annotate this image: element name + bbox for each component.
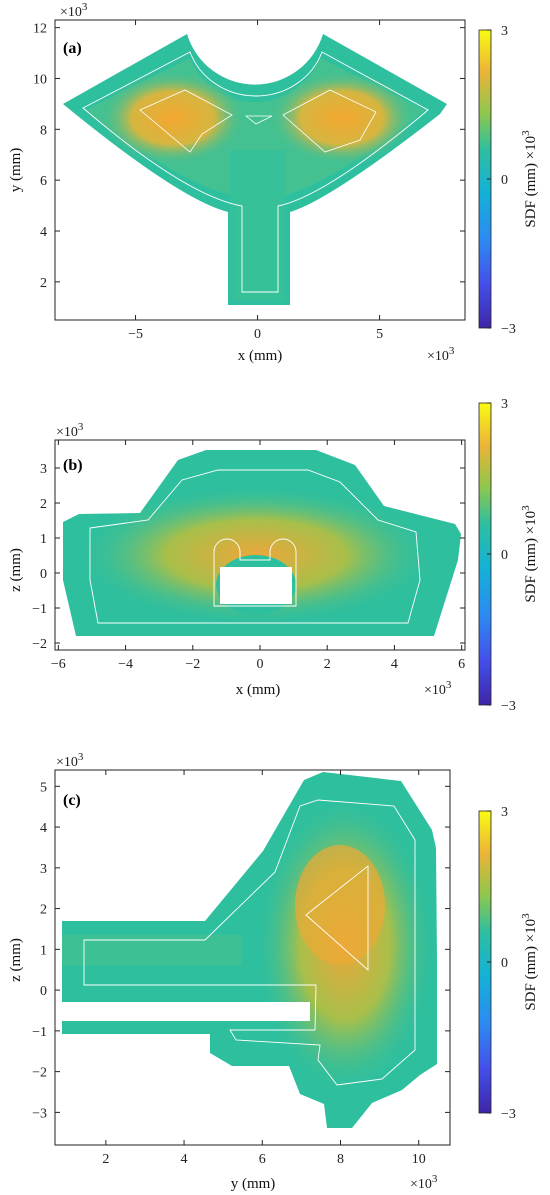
x-tick-label: 6	[458, 657, 465, 672]
colorbar-tick-label: −3	[501, 1107, 516, 1122]
y-tick-label: 12	[33, 22, 47, 37]
panel-b-xlabel: x (mm)	[236, 682, 281, 698]
panel-b-y-multiplier: ×103	[56, 421, 84, 440]
panel-a-inner-contour-left	[139, 89, 233, 153]
panel-b-ylabel: z (mm)	[8, 548, 24, 592]
x-tick-label: 10	[412, 1152, 426, 1167]
panel-c-x-multiplier: ×103	[410, 1173, 438, 1192]
y-tick-label: 6	[40, 174, 47, 189]
x-tick-label: 5	[376, 327, 383, 342]
panel-a-axes-box	[54, 19, 466, 321]
panel-c-axes-box	[54, 769, 451, 1146]
x-tick-label: 6	[259, 1152, 266, 1167]
y-tick-label: 0	[40, 984, 47, 999]
x-tick-label: 2	[102, 1152, 109, 1167]
colorbar-tick-label: −3	[501, 322, 516, 337]
panel-b-hole-contour	[213, 538, 297, 607]
y-tick-label: 2	[40, 497, 47, 512]
y-tick-label: 2	[40, 276, 47, 291]
x-tick-label: 4	[181, 1152, 188, 1167]
y-tick-label: 2	[40, 903, 47, 918]
panel-a-y-multiplier: ×103	[60, 1, 88, 20]
panel-b-x-multiplier: ×103	[424, 679, 452, 698]
panel-a-field	[63, 34, 447, 305]
y-tick-label: 10	[33, 72, 47, 87]
panel-a: −5 0 5 2 4 6 8 10 12 (a) x (mm) y (mm) ×103 ×103	[8, 1, 466, 364]
panel-a-label: (a)	[63, 40, 82, 57]
colorbars: −3 0 3 SDF (mm) ×103 −3 0 3 SDF (mm) ×103 −3 0 3 SD…	[478, 24, 539, 1122]
panel-c-field	[62, 772, 437, 1128]
x-tick-label: −5	[128, 327, 143, 342]
x-tick-label: −2	[185, 657, 200, 672]
colorbar-label: SDF (mm) ×103	[520, 505, 539, 603]
x-tick-label: 0	[257, 657, 264, 672]
panel-c-y-multiplier: ×103	[56, 751, 84, 770]
colorbar-tick-label: 3	[501, 397, 508, 412]
colorbar-tick-label: 3	[501, 24, 508, 39]
panel-a-inner-contour-center	[244, 115, 273, 125]
y-tick-label: 8	[40, 123, 47, 138]
y-tick-label: 5	[40, 780, 47, 795]
panel-c-xlabel: y (mm)	[231, 1176, 276, 1192]
colorbar-tick-label: −3	[501, 699, 516, 714]
panel-c-inner-contour	[305, 865, 369, 972]
panel-a-xlabel: x (mm)	[238, 348, 283, 364]
y-tick-label: −2	[32, 1066, 47, 1081]
y-tick-label: 1	[40, 532, 47, 547]
panel-c-zero-contour	[83, 799, 416, 1086]
x-tick-label: 4	[391, 657, 398, 672]
panel-a-ylabel: y (mm)	[8, 148, 24, 193]
y-tick-label: 3	[40, 862, 47, 877]
colorbar-c: −3 0 3 SDF (mm) ×103	[478, 805, 539, 1122]
panel-b: −6 −4 −2 0 2 4 6 −2 −1 0 1 2 3 (b) x (mm) z (mm) ×10…	[8, 421, 466, 698]
colorbar-b: −3 0 3 SDF (mm) ×103	[478, 397, 539, 714]
colorbar-tick-label: 0	[501, 956, 508, 971]
y-tick-label: −1	[32, 602, 47, 617]
colorbar-label: SDF (mm) ×103	[520, 913, 539, 1011]
colorbar-tick-label: 0	[501, 173, 508, 188]
panel-c-ylabel: z (mm)	[8, 938, 24, 982]
x-tick-label: 0	[254, 327, 261, 342]
y-tick-label: 0	[40, 567, 47, 582]
y-tick-label: 1	[40, 943, 47, 958]
y-tick-label: −3	[32, 1106, 47, 1121]
x-tick-label: 2	[324, 657, 331, 672]
y-tick-label: 3	[40, 462, 47, 477]
panel-c: 2 4 6 8 10 −3 −2 −1 0 1 2 3 4 5 (c) y (mm) z (mm) ×10…	[8, 751, 451, 1192]
x-tick-label: −4	[118, 657, 133, 672]
x-tick-label: 8	[337, 1152, 344, 1167]
colorbar-tick-label: 0	[501, 548, 508, 563]
colorbar-a: −3 0 3 SDF (mm) ×103	[478, 24, 539, 337]
panel-b-ticks: −6 −4 −2 0 2 4 6 −2 −1 0 1 2 3	[32, 440, 465, 672]
panel-a-ticks: −5 0 5 2 4 6 8 10 12	[33, 20, 465, 342]
panel-a-x-multiplier: ×103	[427, 345, 455, 364]
y-tick-label: −1	[32, 1025, 47, 1040]
y-tick-label: −2	[32, 637, 47, 652]
panel-c-ticks: 2 4 6 8 10 −3 −2 −1 0 1 2 3 4 5	[32, 770, 450, 1167]
panel-c-label: (c)	[63, 792, 81, 809]
x-tick-label: −6	[51, 657, 66, 672]
colorbar-tick-label: 3	[501, 805, 508, 820]
panel-b-field	[63, 450, 461, 636]
colorbar-label: SDF (mm) ×103	[520, 130, 539, 228]
panel-a-zero-contour	[82, 51, 429, 293]
panel-b-zero-contour	[89, 469, 421, 624]
panel-a-inner-contour-right	[282, 89, 377, 153]
y-tick-label: 4	[40, 225, 47, 240]
y-tick-label: 4	[40, 821, 47, 836]
panel-b-label: (b)	[63, 457, 83, 474]
